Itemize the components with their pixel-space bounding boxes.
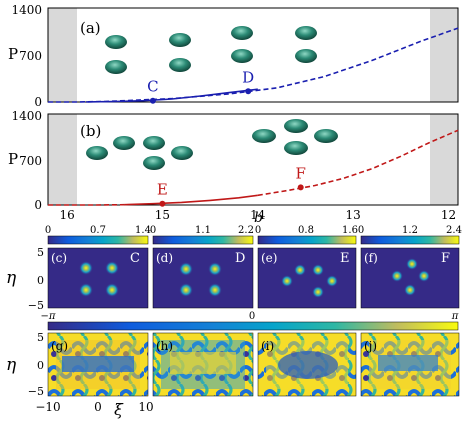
shaded-region-right xyxy=(430,114,458,205)
colorbar-tick: 2.4 xyxy=(446,225,462,236)
colorbar-tick: 1.6 xyxy=(342,225,358,236)
y-tick-label: 700 xyxy=(19,154,42,168)
colorbar-tick: 0.8 xyxy=(298,225,314,236)
point-marker-f xyxy=(298,184,304,190)
y-tick-label: 5 xyxy=(37,246,44,259)
x-tick-label: 15 xyxy=(155,208,170,222)
intensity-maps-row: η 5 0 −5 (c) C (d) D xyxy=(6,246,459,312)
x-tick-label: 10 xyxy=(138,400,153,414)
phase-map-h: (h) xyxy=(153,333,253,396)
point-label-d: D xyxy=(235,251,245,266)
colorbar-tick: 1.1 xyxy=(195,225,211,236)
colorbars-row: 0 0.7 1.4 0 1.1 2.2 0 0.8 1.6 0 1.2 2.4 xyxy=(45,225,462,244)
y-tick-label: 0 xyxy=(34,198,42,212)
intensity-map-e: (e) E xyxy=(258,248,356,308)
panel-label-e: (e) xyxy=(261,251,277,265)
point-label-d: D xyxy=(242,68,254,86)
x-tick-label: 12 xyxy=(441,208,456,222)
y-tick-label: 1400 xyxy=(11,109,42,123)
eta-axis-label: η xyxy=(6,355,17,375)
panel-label-b: (b) xyxy=(80,122,101,140)
y-tick-label: 5 xyxy=(37,331,44,344)
y-tick-label: 0 xyxy=(34,95,42,109)
panel-label-g: (g) xyxy=(51,339,68,353)
colorbar-tick: 0 xyxy=(150,225,156,236)
y-tick-label: 0 xyxy=(37,274,44,287)
point-label-f: F xyxy=(295,164,305,182)
phase-map-i: (i) xyxy=(258,333,356,396)
intensity-map-f: (f) F xyxy=(361,248,459,308)
colorbar-tick: 0 xyxy=(255,225,261,236)
point-label-e: E xyxy=(340,251,350,266)
phase-map-g: (g) xyxy=(48,333,148,396)
phase-bar-mid: 0 xyxy=(249,311,255,322)
phase-map-j: (j) xyxy=(361,333,459,396)
y-tick-label: 700 xyxy=(19,49,42,63)
colorbar-tick: 0 xyxy=(45,225,51,236)
colorbar-d xyxy=(153,236,253,244)
panel-label-d: (d) xyxy=(156,251,173,265)
point-label-c: C xyxy=(130,251,140,266)
colorbar-tick: 0.7 xyxy=(90,225,106,236)
shaded-region-left xyxy=(48,114,77,205)
intensity-map-c: (c) C xyxy=(48,248,148,308)
xi-axis-label: ξ xyxy=(114,400,124,419)
colorbar-e xyxy=(258,236,356,244)
phase-bar-max: π xyxy=(451,311,459,322)
point-label-c: C xyxy=(147,78,158,96)
intensity-map-d: (d) D xyxy=(153,248,253,308)
y-axis-label-a: P xyxy=(8,45,18,63)
shaded-region-right xyxy=(430,8,458,102)
panel-label-f: (f) xyxy=(364,251,378,265)
x-tick-label: 16 xyxy=(59,208,74,222)
panel-label-a: (a) xyxy=(80,19,101,37)
x-tick-label: 13 xyxy=(345,208,360,222)
x-tick-label: 0 xyxy=(94,400,102,414)
colorbar-tick: 2.2 xyxy=(238,225,254,236)
panel-label-h: (h) xyxy=(156,339,173,353)
point-label-f: F xyxy=(441,251,450,266)
y-tick-label: 0 xyxy=(37,359,44,372)
colorbar-f xyxy=(361,236,459,244)
phase-colorbar: −π 0 π xyxy=(41,311,459,330)
colorbar-tick: 1.4 xyxy=(135,225,151,236)
colorbar-c xyxy=(48,236,148,244)
phase-maps-row: η 5 0 −5 (g) (h) (i) (j) −10 0 xyxy=(6,331,459,419)
x-tick-label: −10 xyxy=(35,400,60,414)
panel-label-i: (i) xyxy=(261,339,274,353)
point-label-e: E xyxy=(157,181,168,199)
eta-axis-label: η xyxy=(6,268,17,288)
shaded-region-left xyxy=(48,8,77,102)
panel-label-j: (j) xyxy=(364,339,377,353)
colorbar-tick: 1.2 xyxy=(402,225,418,236)
phase-bar-min: −π xyxy=(41,311,56,322)
colorbar-tick: 0 xyxy=(358,225,364,236)
y-tick-label: 1400 xyxy=(11,3,42,17)
x-axis-label-b: b xyxy=(254,210,263,226)
panel-label-c: (c) xyxy=(51,251,67,265)
y-axis-label-b: P xyxy=(8,150,18,168)
panel-a: (a) P 1400 700 0 C D xyxy=(8,3,458,109)
point-marker-e xyxy=(159,201,165,207)
point-marker-c xyxy=(150,98,156,104)
y-tick-label: −5 xyxy=(28,385,44,398)
point-marker-d xyxy=(245,88,251,94)
